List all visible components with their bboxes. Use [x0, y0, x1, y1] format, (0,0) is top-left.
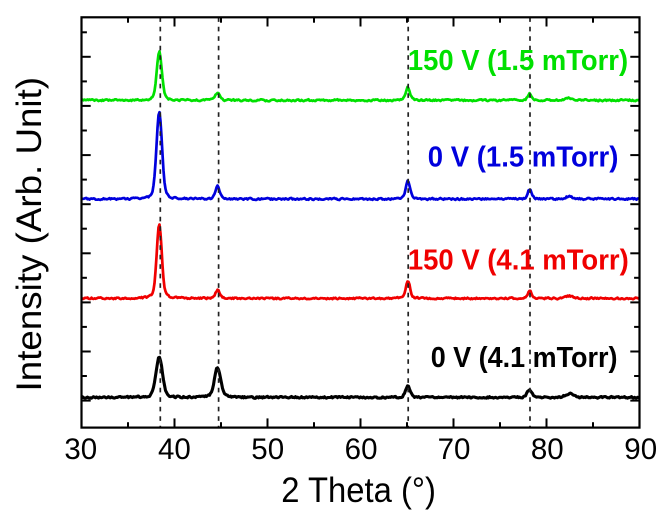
svg-text:Intensity (Arb. Unit): Intensity (Arb. Unit): [10, 77, 49, 392]
svg-text:50: 50: [251, 433, 284, 466]
svg-text:150 V (4.1 mTorr): 150 V (4.1 mTorr): [408, 245, 629, 277]
svg-text:30: 30: [64, 433, 97, 466]
svg-text:90: 90: [624, 433, 657, 466]
svg-text:2 Theta (°): 2 Theta (°): [281, 471, 436, 510]
svg-text:60: 60: [345, 433, 378, 466]
svg-text:80: 80: [531, 433, 564, 466]
svg-text:0 V (1.5 mTorr): 0 V (1.5 mTorr): [428, 141, 619, 173]
svg-text:150 V (1.5 mTorr): 150 V (1.5 mTorr): [408, 45, 628, 77]
svg-text:40: 40: [158, 433, 191, 466]
svg-text:70: 70: [438, 433, 471, 466]
svg-text:0 V (4.1 mTorr): 0 V (4.1 mTorr): [431, 342, 618, 374]
